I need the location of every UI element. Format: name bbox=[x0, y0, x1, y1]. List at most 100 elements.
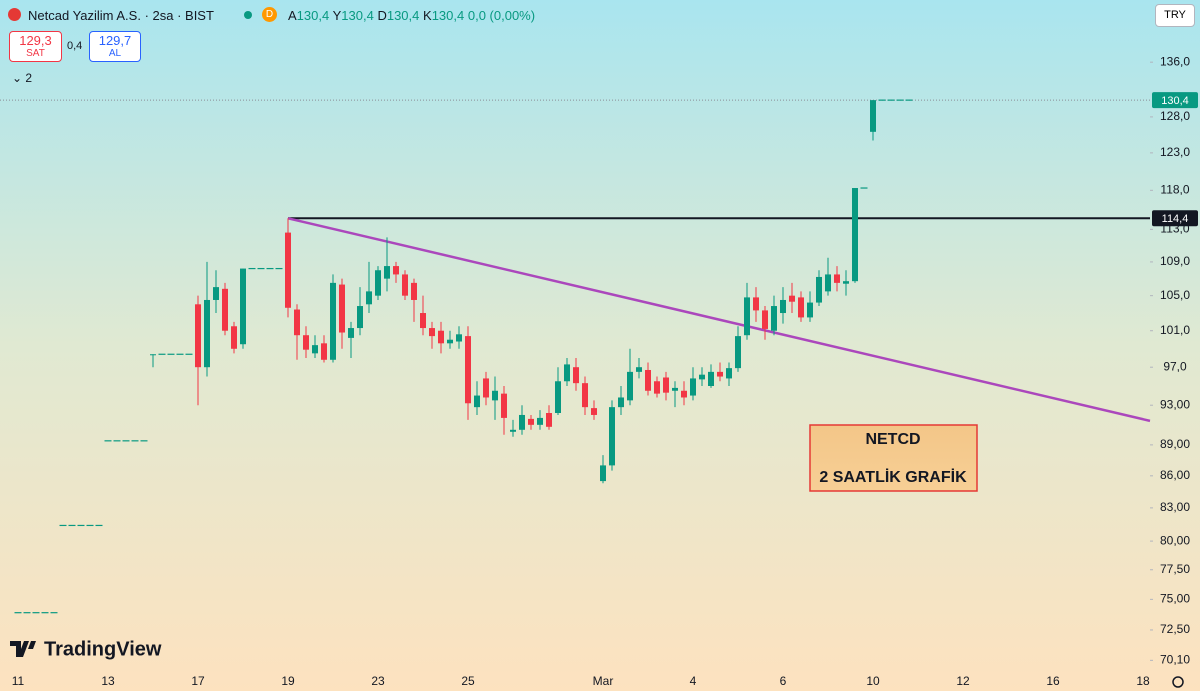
candle-body bbox=[645, 369, 651, 391]
badge: D bbox=[262, 7, 277, 22]
candle-body bbox=[195, 304, 201, 368]
y-tick-label: 83,00 bbox=[1160, 500, 1190, 514]
price-label-box bbox=[1152, 210, 1198, 227]
candle-body bbox=[528, 418, 534, 425]
candle-body bbox=[231, 326, 237, 349]
candle-body bbox=[420, 313, 426, 329]
candle-body bbox=[366, 291, 372, 305]
ohlc-value: 130,4 bbox=[431, 8, 465, 23]
candle-body bbox=[411, 282, 417, 300]
buy-button[interactable]: 129,7 AL bbox=[89, 31, 141, 62]
candle-body bbox=[510, 429, 516, 432]
candle-body bbox=[204, 299, 210, 368]
candle-body bbox=[627, 371, 633, 401]
candle-body bbox=[285, 232, 291, 308]
change: 0,0 (0,00%) bbox=[467, 8, 536, 23]
candle-body bbox=[699, 374, 705, 380]
candle-body bbox=[798, 297, 804, 318]
candle-body bbox=[429, 328, 435, 337]
candle-body bbox=[591, 408, 597, 415]
candle-body bbox=[843, 281, 849, 284]
candle-body bbox=[447, 339, 453, 344]
buy-price: 129,7 bbox=[98, 33, 132, 48]
sell-price: 129,3 bbox=[19, 33, 52, 48]
candle-body bbox=[744, 297, 750, 336]
y-tick-label: 109,0 bbox=[1160, 254, 1190, 268]
candle-body bbox=[690, 378, 696, 396]
candle-body bbox=[771, 306, 777, 331]
ohlc-value: 130,4 bbox=[296, 8, 330, 23]
candle-body bbox=[222, 288, 228, 331]
candle-body bbox=[708, 371, 714, 387]
candle-body bbox=[213, 287, 219, 300]
candle-body bbox=[816, 276, 822, 303]
sell-button[interactable]: 129,3 SAT bbox=[9, 31, 62, 62]
ohlc-label: D bbox=[377, 8, 387, 23]
candle-body bbox=[834, 274, 840, 283]
candle-body bbox=[663, 377, 669, 393]
x-tick-label: 16 bbox=[1046, 674, 1060, 688]
candle-body bbox=[618, 397, 624, 408]
candle-body bbox=[852, 188, 858, 282]
currency-button[interactable]: TRY bbox=[1155, 4, 1195, 27]
candle-body bbox=[483, 378, 489, 398]
candle-body bbox=[465, 336, 471, 404]
y-tick-label: 105,0 bbox=[1160, 288, 1190, 302]
candle-body bbox=[573, 367, 579, 384]
x-tick-label: 23 bbox=[371, 674, 385, 688]
indicators-toggle[interactable]: ⌄ 2 bbox=[12, 71, 33, 85]
candle-body bbox=[456, 334, 462, 342]
candle-body bbox=[753, 297, 759, 311]
candle-body bbox=[438, 330, 444, 344]
y-tick-label: 101,0 bbox=[1160, 323, 1190, 337]
flag-icon bbox=[8, 8, 21, 21]
price-label: 130,4 bbox=[1161, 95, 1189, 107]
price-label-box bbox=[1152, 92, 1198, 109]
y-tick-label: 75,00 bbox=[1160, 592, 1190, 606]
candle-body bbox=[357, 306, 363, 329]
candle-body bbox=[654, 381, 660, 394]
candle-body bbox=[330, 282, 336, 360]
settings-icon[interactable] bbox=[1172, 676, 1184, 688]
x-tick-label: 4 bbox=[690, 674, 697, 688]
price-label: 114,4 bbox=[1162, 213, 1189, 225]
candle-body bbox=[519, 414, 525, 430]
x-tick-label: Mar bbox=[593, 674, 614, 688]
candle-body bbox=[402, 274, 408, 296]
candle-body bbox=[312, 345, 318, 354]
candle-body bbox=[609, 407, 615, 466]
buy-label: AL bbox=[108, 48, 122, 59]
y-tick-label: 77,50 bbox=[1160, 562, 1190, 576]
logo-text: TradingView bbox=[44, 638, 162, 660]
logo-icon bbox=[10, 641, 36, 657]
candle-body bbox=[150, 354, 156, 356]
candle-body bbox=[501, 393, 507, 418]
y-tick-label: 80,00 bbox=[1160, 533, 1190, 547]
candle-body bbox=[303, 335, 309, 350]
candle-body bbox=[825, 274, 831, 292]
candle-body bbox=[636, 367, 642, 372]
trendline bbox=[287, 217, 1151, 423]
x-tick-label: 11 bbox=[12, 674, 25, 688]
y-tick-label: 136,0 bbox=[1160, 54, 1190, 68]
candle-body bbox=[321, 343, 327, 360]
candle-body bbox=[474, 395, 480, 408]
x-tick-label: 10 bbox=[866, 674, 880, 688]
candle-body bbox=[726, 368, 732, 379]
y-tick-label: 118,0 bbox=[1160, 182, 1189, 196]
candle-body bbox=[582, 383, 588, 408]
candle-body bbox=[546, 413, 552, 427]
x-tick-label: 17 bbox=[191, 674, 205, 688]
candle-body bbox=[870, 100, 876, 132]
candle-body bbox=[762, 310, 768, 329]
candle-body bbox=[564, 364, 570, 382]
x-tick-label: 12 bbox=[956, 674, 970, 688]
candle-body bbox=[735, 336, 741, 369]
indicator-count: 2 bbox=[25, 71, 33, 85]
symbol-title[interactable]: Netcad Yazilim A.S. · 2sa · BIST bbox=[28, 8, 214, 23]
candle-body bbox=[672, 387, 678, 391]
spread: 0,4 bbox=[67, 40, 83, 52]
ohlc-label: Y bbox=[332, 8, 342, 23]
candle-body bbox=[384, 266, 390, 279]
